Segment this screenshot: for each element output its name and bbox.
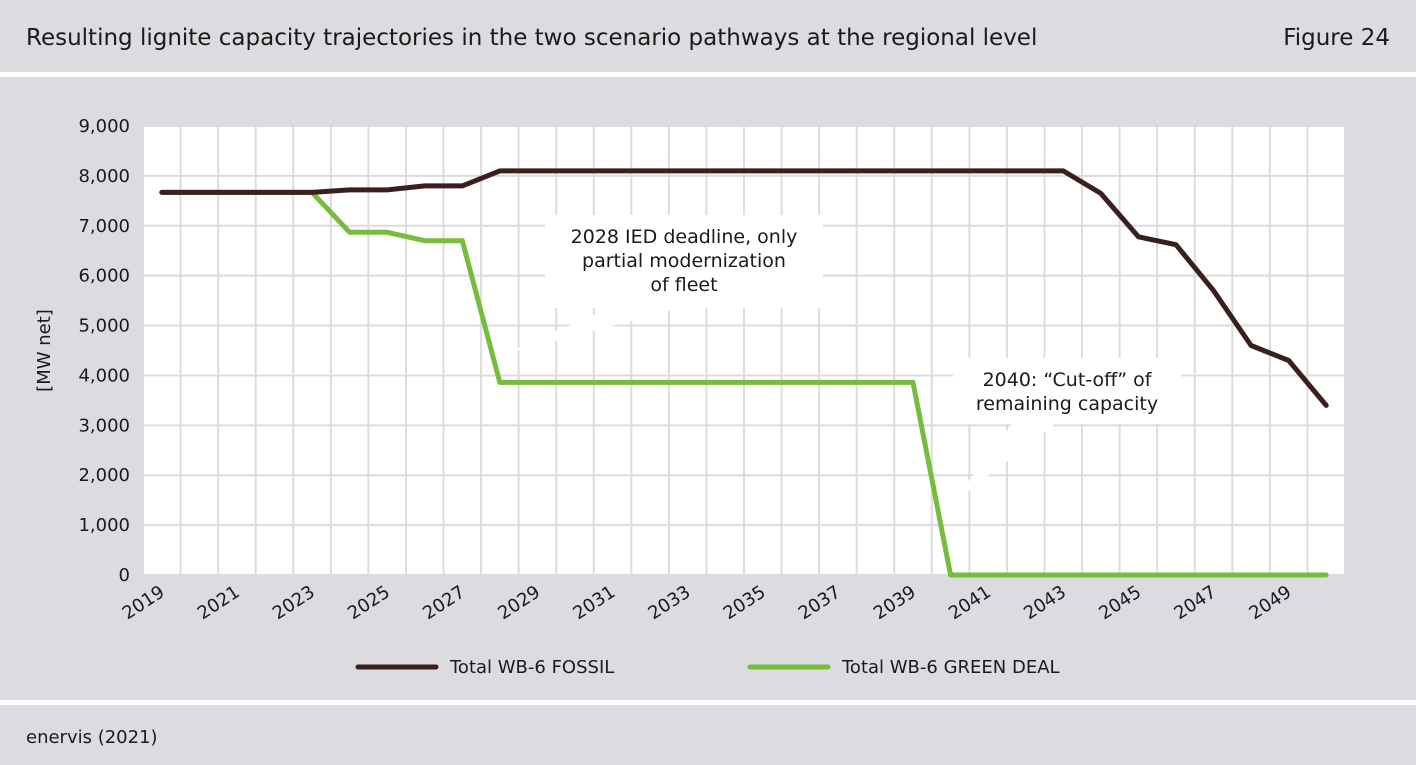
x-tick-label: 2019 bbox=[119, 582, 169, 625]
series-group bbox=[159, 168, 1329, 578]
x-tick-label: 2021 bbox=[194, 582, 244, 625]
line-chart: 0 1,000 2,000 3,000 4,000 5,000 6,000 7,000 8,00… bbox=[34, 116, 1346, 678]
legend-label: Total WB-6 GREEN DEAL bbox=[841, 657, 1060, 678]
x-tick-label: 2029 bbox=[494, 582, 544, 625]
grid bbox=[142, 125, 1346, 576]
x-tick-label: 2037 bbox=[795, 582, 845, 625]
y-axis: 0 1,000 2,000 3,000 4,000 5,000 6,000 7,000 8,00… bbox=[78, 116, 130, 586]
x-tick-label: 2025 bbox=[344, 582, 394, 625]
x-tick-label: 2023 bbox=[269, 582, 319, 625]
y-axis-label: [MW net] bbox=[34, 309, 55, 392]
x-tick-label: 2027 bbox=[419, 582, 469, 625]
x-tick-label: 2045 bbox=[1095, 582, 1145, 625]
callout-text-line: 2028 IED deadline, only bbox=[571, 226, 798, 248]
header-divider bbox=[0, 72, 1416, 77]
y-tick-label: 7,000 bbox=[78, 216, 130, 237]
y-tick-label: 8,000 bbox=[78, 166, 130, 187]
y-tick-label: 6,000 bbox=[78, 266, 130, 287]
y-tick-label: 0 bbox=[119, 565, 130, 586]
callout-pointer bbox=[499, 308, 680, 356]
y-tick-label: 1,000 bbox=[78, 515, 130, 536]
figure-title: Resulting lignite capacity trajectories … bbox=[26, 25, 1038, 51]
legend: Total WB-6 FOSSIL Total WB-6 GREEN DEAL bbox=[355, 657, 1060, 678]
callout-background bbox=[953, 358, 1181, 424]
x-tick-label: 2049 bbox=[1246, 582, 1296, 625]
x-tick-label: 2043 bbox=[1020, 582, 1070, 625]
x-tick-label: 2047 bbox=[1170, 582, 1220, 625]
figure-number: Figure 24 bbox=[1283, 25, 1390, 51]
x-tick-label: 2041 bbox=[945, 582, 995, 625]
callout-text-line: of fleet bbox=[650, 274, 717, 296]
header: Resulting lignite capacity trajectories … bbox=[0, 0, 1416, 72]
x-tick-label: 2039 bbox=[870, 582, 920, 625]
series-line-fossil bbox=[159, 168, 1329, 408]
source-note: enervis (2021) bbox=[26, 727, 158, 748]
y-tick-label: 3,000 bbox=[78, 415, 130, 436]
callout-background bbox=[545, 215, 823, 308]
x-axis: 2019 2021 2023 2025 2027 2029 2031 2033 2035 2037… bbox=[119, 582, 1296, 625]
y-tick-label: 4,000 bbox=[78, 365, 130, 386]
callout-text-line: remaining capacity bbox=[976, 393, 1158, 415]
y-tick-label: 5,000 bbox=[78, 316, 130, 337]
x-tick-label: 2033 bbox=[645, 582, 695, 625]
callout-text-line: partial modernization bbox=[582, 250, 786, 272]
y-tick-label: 2,000 bbox=[78, 465, 130, 486]
series-line-green-deal bbox=[159, 189, 1329, 578]
legend-label: Total WB-6 FOSSIL bbox=[449, 657, 614, 678]
callout-pointer bbox=[950, 424, 1055, 506]
x-tick-label: 2035 bbox=[720, 582, 770, 625]
callout-text-line: 2040: “Cut-off” of bbox=[983, 369, 1153, 391]
footer-divider bbox=[0, 700, 1416, 705]
y-tick-label: 9,000 bbox=[78, 116, 130, 137]
x-tick-label: 2031 bbox=[569, 582, 619, 625]
